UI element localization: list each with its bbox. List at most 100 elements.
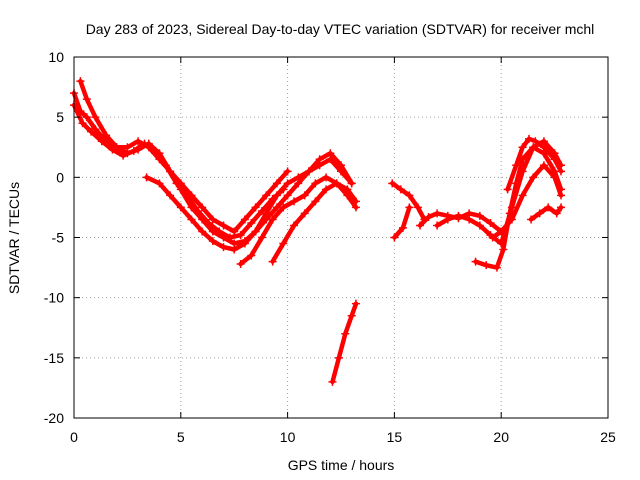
data-point-marker <box>97 137 106 146</box>
data-point-marker <box>424 213 433 222</box>
x-tick-label: 10 <box>280 429 296 445</box>
data-point-marker <box>272 179 281 188</box>
data-point-marker <box>499 245 508 254</box>
chart-title: Day 283 of 2023, Sidereal Day-to-day VTE… <box>86 21 595 37</box>
grid <box>74 57 608 418</box>
data-point-marker <box>328 377 337 386</box>
data-point-marker <box>539 161 548 170</box>
data-point-marker <box>443 215 452 224</box>
data-point-marker <box>102 131 111 140</box>
data-point-marker <box>219 243 228 252</box>
series-track-9 <box>390 203 414 242</box>
data-point-marker <box>311 197 320 206</box>
data-point-marker <box>290 221 299 230</box>
series-track-14 <box>503 134 566 194</box>
data-point-marker <box>552 209 561 218</box>
data-point-marker <box>208 237 217 246</box>
series-track-15 <box>527 203 566 224</box>
data-point-marker <box>155 149 164 158</box>
data-point-marker <box>454 211 463 220</box>
data-point-marker <box>531 137 540 146</box>
data-point-marker <box>176 203 185 212</box>
data-point-marker <box>550 155 559 164</box>
data-point-marker <box>123 149 132 158</box>
series-track-10 <box>416 209 506 236</box>
data-point-marker <box>257 233 266 242</box>
data-point-marker <box>433 209 442 218</box>
data-point-marker <box>144 139 153 148</box>
y-tick-label: 5 <box>56 109 64 125</box>
data-point-marker <box>247 251 256 260</box>
series-track-2 <box>70 101 288 242</box>
data-point-marker <box>134 137 143 146</box>
data-point-marker <box>347 179 356 188</box>
data-point-marker <box>529 143 538 152</box>
data-point-marker <box>155 179 164 188</box>
data-point-marker <box>388 179 397 188</box>
data-point-marker <box>557 203 566 212</box>
data-point-marker <box>405 203 414 212</box>
x-axis-label: GPS time / hours <box>288 457 395 473</box>
series-track-6 <box>268 179 360 266</box>
data-point-marker <box>390 233 399 242</box>
data-point-marker <box>272 191 281 200</box>
data-point-marker <box>247 219 256 228</box>
data-point-marker <box>262 209 271 218</box>
data-point-marker <box>503 185 512 194</box>
data-point-marker <box>262 191 271 200</box>
data-point-marker <box>326 155 335 164</box>
y-tick-label: -20 <box>44 410 64 426</box>
series-line <box>505 136 564 192</box>
data-point-marker <box>343 191 352 200</box>
data-point-marker <box>187 215 196 224</box>
data-point-marker <box>322 173 331 182</box>
data-point-marker <box>208 227 217 236</box>
data-point-marker <box>230 245 239 254</box>
data-point-marker <box>300 191 309 200</box>
data-point-marker <box>82 95 91 104</box>
data-point-marker <box>166 167 175 176</box>
data-point-marker <box>529 173 538 182</box>
data-point-marker <box>230 227 239 236</box>
x-tick-label: 25 <box>600 429 616 445</box>
data-point-marker <box>82 113 91 122</box>
data-point-marker <box>290 197 299 206</box>
data-point-marker <box>236 231 245 240</box>
data-point-marker <box>198 227 207 236</box>
data-point-marker <box>518 191 527 200</box>
data-point-marker <box>337 167 345 176</box>
data-point-marker <box>300 209 309 218</box>
data-point-marker <box>142 173 151 182</box>
data-point-marker <box>87 127 96 136</box>
data-point-marker <box>268 215 277 224</box>
data-point-marker <box>416 221 425 230</box>
x-tick-label: 0 <box>70 429 78 445</box>
data-point-marker <box>332 179 341 188</box>
data-point-marker <box>187 203 196 212</box>
data-point-marker <box>396 185 405 194</box>
y-tick-label: -15 <box>44 350 64 366</box>
data-point-marker <box>550 173 559 182</box>
series-line <box>71 102 286 240</box>
data-point-marker <box>251 203 260 212</box>
series-line <box>144 157 354 252</box>
data-point-marker <box>279 239 288 248</box>
data-point-marker <box>134 145 143 154</box>
series-line <box>392 205 412 240</box>
data-point-marker <box>112 143 121 152</box>
data-point-marker <box>413 203 422 212</box>
x-tick-label: 20 <box>493 429 509 445</box>
y-tick-label: 10 <box>48 49 64 65</box>
data-point-marker <box>497 227 506 236</box>
data-point-marker <box>257 207 266 216</box>
series-line <box>490 163 564 240</box>
data-point-marker <box>465 215 474 224</box>
data-point-marker <box>283 167 292 176</box>
data-point-marker <box>294 173 303 182</box>
data-point-marker <box>251 227 260 236</box>
y-tick-label: 0 <box>56 169 64 185</box>
data-point-marker <box>405 191 414 200</box>
data-point-marker <box>475 211 484 220</box>
series-track-12 <box>471 143 566 272</box>
